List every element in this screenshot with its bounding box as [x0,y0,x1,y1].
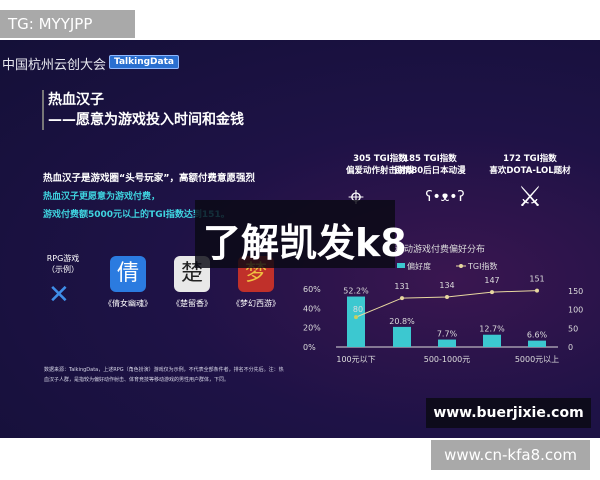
watermark: www.buerjixie.com [426,398,591,428]
legend-bar-swatch [397,263,405,268]
stat-3: 172 TGI指数喜欢DOTA-LOL题材 [470,152,590,176]
bar-label: 52.2% [343,287,369,296]
sub-line1: 热血汉子更愿意为游戏付费， [43,192,161,202]
tgi-point [400,296,404,301]
y-right-tick: 0 [568,343,573,352]
legend-line-marker [459,264,463,268]
bear-icon: ʕ•ᴥ•ʔ [425,189,465,205]
tgi-point [354,315,358,320]
y-left-tick: 60% [303,285,321,294]
chart-title: 移动游戏付费偏好分布 [395,243,485,255]
bar-label: 12.7% [479,325,505,334]
lead-text: 热血汉子是游戏圈“头号玩家”，高额付费意愿强烈 热血汉子更愿意为游戏付费， 游戏… [43,170,255,220]
tgi-point [490,290,494,295]
crossed-swords-blue-icon: ✕ [48,280,70,310]
bar [528,340,546,347]
stat-value: 305 TGI指数 [353,154,407,164]
sub-line2: 游戏付费额5000元以上的TGI指数达到151。 [43,210,230,220]
tgi-label: 80 [353,305,363,314]
y-left-tick: 0% [303,343,316,352]
stat-1: 305 TGI指数 偏爱动作射击游戏 [320,152,440,176]
tgi-label: 131 [394,282,409,291]
x-tick: 500-1000元 [424,355,471,364]
tgi-label: 151 [529,275,544,284]
bar [438,339,456,347]
app-name: 《梦幻西游》 [232,299,280,308]
bar-label: 7.7% [437,330,458,339]
conference-name: 中国杭州云创大会 [2,58,107,73]
title-line1: 热血汉子 [48,92,104,108]
rpg-label: RPG游戏 （示例） [28,253,98,275]
rpg-label-2: （示例） [47,265,79,274]
y-right-tick: 100 [568,306,583,315]
bar [483,334,501,347]
slide-title: 热血汉子 ——愿意为游戏投入时间和金钱 [42,90,244,130]
tgi-point [535,288,539,293]
stat-value: 185 TGI指数 [403,154,457,164]
y-right-tick: 50 [568,324,578,333]
overlay-text: 了解凯发k8 [203,221,407,265]
stat-value: 172 TGI指数 [503,154,557,164]
source-note: 数据来源：TalkingData，上述RPG（角色扮演）游戏仅为示例，不代表全部… [44,367,284,383]
brand-logo: TalkingData [109,55,179,69]
x-tick: 5000元以上 [515,355,559,364]
rpg-label-1: RPG游戏 [46,254,80,263]
slide-image: 中国杭州云创大会 TalkingData 热血汉子 ——愿意为游戏投入时间和金钱… [0,40,600,438]
bar [347,296,365,347]
stat-desc: 钟情80后日本动漫 [394,166,466,176]
legend-line-label: TGI指数 [467,261,497,271]
bar-label: 6.6% [527,331,548,340]
stat-desc: 喜欢DOTA-LOL题材 [489,166,571,176]
tgi-point [445,294,449,299]
stat-desc: 偏爱动作射击游戏 [345,166,414,176]
lead-line: 热血汉子是游戏圈“头号玩家”，高额付费意愿强烈 [43,173,255,184]
top-tag: TG: MYYJPP [0,10,135,38]
bar-label: 20.8% [389,317,415,326]
preference-chart: 移动游戏付费偏好分布 偏好度 TGI指数 0% 20% 40% 60% 0 50 100 15… [303,243,583,364]
app-name: 《楚留香》 [172,299,212,308]
legend-bar-label: 偏好度 [407,261,431,271]
app-icon-qiannv: 倩 [110,256,146,292]
bar [393,326,411,347]
tgi-line [355,290,538,318]
y-right-tick: 150 [568,287,583,296]
y-left-tick: 40% [303,304,321,313]
app-name: 《倩女幽魂》 [104,299,152,308]
title-line2: ——愿意为游戏投入时间和金钱 [48,112,244,128]
stat-2: 185 TGI指数 钟情80后日本动漫 [370,152,490,176]
crossed-swords-icon: ⚔ [517,180,543,213]
bottom-tag: www.cn-kfa8.com [431,440,590,470]
overlay-banner [195,200,395,268]
tgi-label: 147 [484,276,499,285]
tgi-label: 134 [439,281,454,290]
y-left-tick: 20% [303,324,321,333]
x-tick: 100元以下 [336,355,375,364]
